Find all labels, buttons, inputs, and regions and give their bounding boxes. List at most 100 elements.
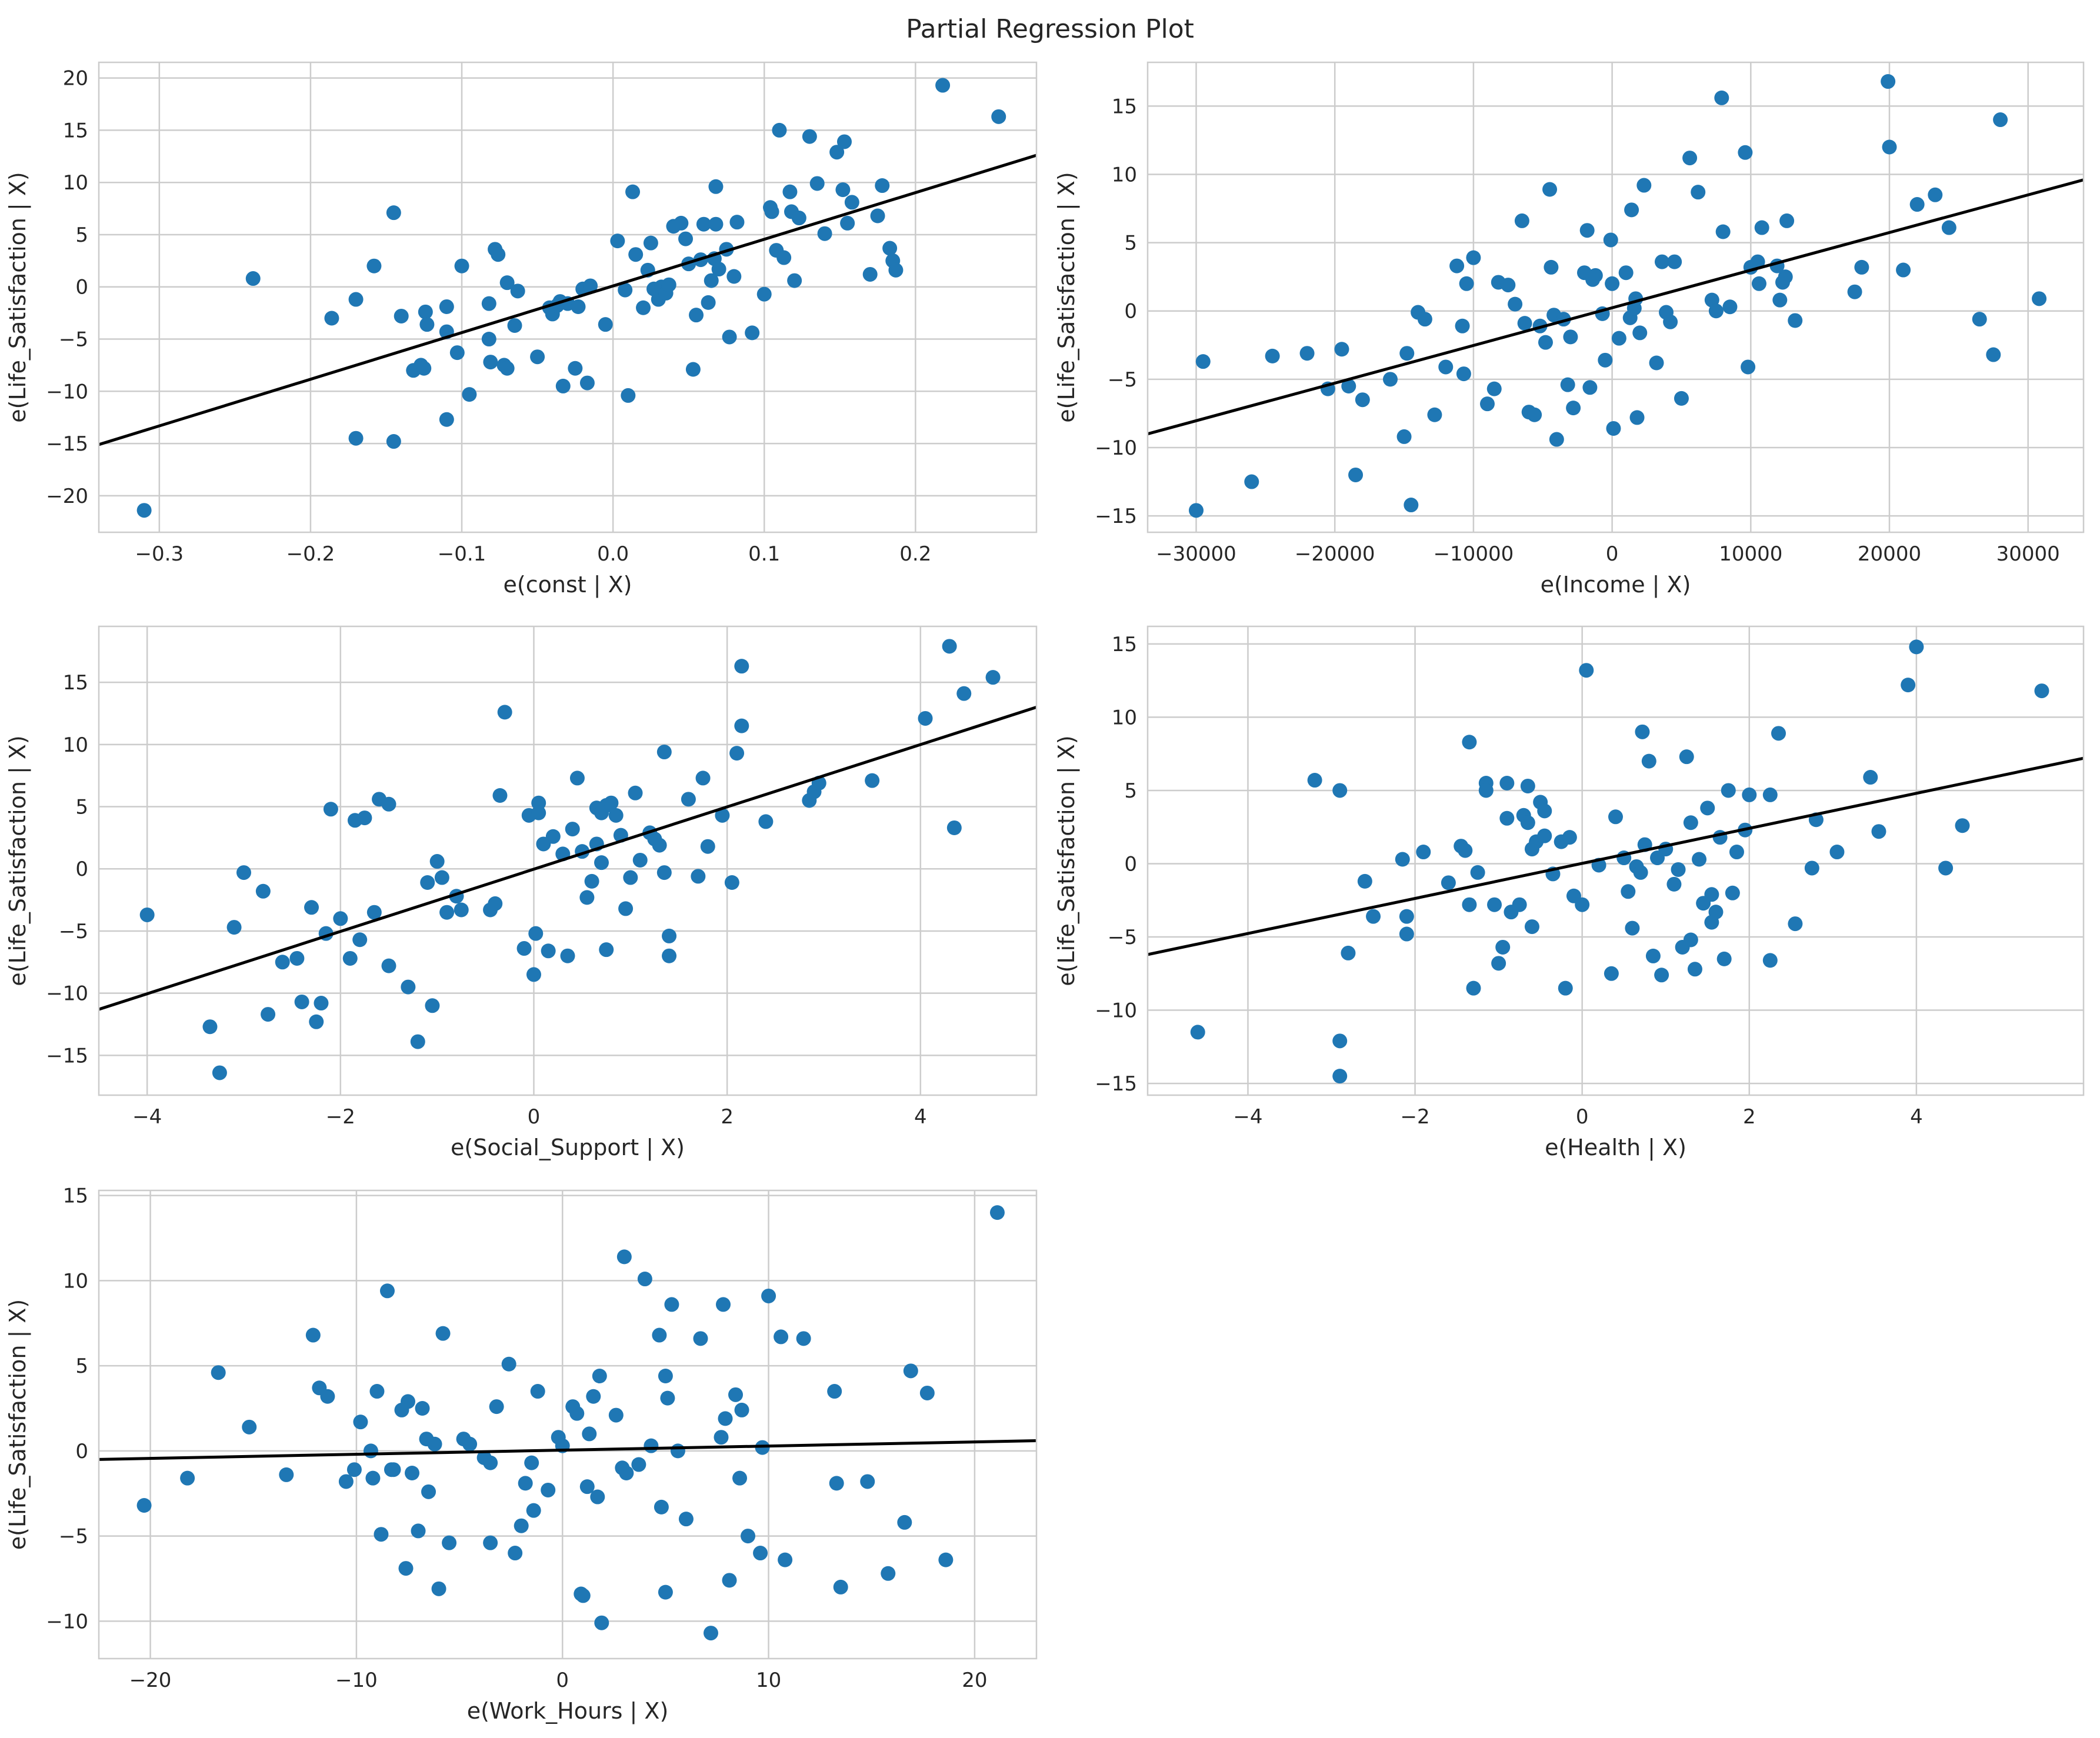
scatter-point — [320, 1389, 335, 1404]
subplot-work-hours: −20 −10 0 10 20 −10 −5 0 5 10 15 e(Work_Hours | X) e… — [5, 1185, 1038, 1724]
scatter-point — [1416, 845, 1431, 860]
x-tick-label: 0 — [1576, 1105, 1589, 1129]
scatter-point — [1520, 778, 1535, 793]
scatter-point — [946, 820, 962, 835]
scatter-point — [1404, 498, 1419, 513]
scatter-point — [1714, 90, 1729, 105]
scatter-point — [691, 869, 706, 884]
scatter-point — [1449, 258, 1465, 273]
scatter-point — [439, 905, 455, 920]
scatter-point — [1598, 352, 1613, 368]
scatter-point — [1244, 474, 1259, 489]
y-axis-label: e(Life_Satisfaction | X) — [5, 1299, 31, 1550]
scatter-point — [722, 1573, 737, 1588]
x-tick-label: −10000 — [1434, 542, 1514, 566]
scatter-point — [1558, 980, 1573, 996]
x-tick-label: 0.1 — [748, 542, 780, 566]
scatter-point — [1458, 843, 1473, 858]
scatter-point — [507, 318, 522, 333]
y-tick-label: 0 — [75, 858, 88, 881]
scatter-point — [584, 873, 599, 889]
y-tick-label: 0 — [75, 1440, 88, 1463]
scatter-point — [840, 215, 855, 231]
scatter-point — [1441, 875, 1456, 890]
scatter-point — [654, 1499, 669, 1515]
scatter-point — [802, 129, 817, 144]
scatter-point — [833, 1579, 848, 1594]
scatter-point — [942, 639, 957, 654]
scatter-point — [526, 967, 541, 982]
scatter-point — [1715, 224, 1731, 239]
scatter-point — [1491, 956, 1506, 971]
scatter-point — [1993, 112, 2008, 128]
scatter-point — [514, 1518, 529, 1533]
scatter-point — [449, 345, 465, 361]
scatter-point — [753, 1546, 768, 1561]
scatter-point — [442, 1535, 457, 1550]
scatter-point — [1645, 948, 1661, 963]
scatter-point — [774, 1329, 789, 1345]
scatter-point — [619, 1465, 634, 1480]
scatter-point — [658, 1584, 673, 1600]
scatter-point — [489, 1399, 504, 1415]
scatter-point — [427, 1436, 442, 1452]
scatter-point — [590, 1489, 605, 1505]
scatter-point — [809, 176, 825, 191]
scatter-point — [1366, 909, 1381, 924]
scatter-point — [1909, 197, 1925, 212]
scatter-point — [1195, 354, 1211, 369]
x-tick-label: −0.3 — [135, 542, 184, 566]
scatter-point — [761, 1288, 776, 1303]
scatter-point — [381, 958, 396, 973]
y-tick-label: −5 — [59, 1525, 88, 1549]
scatter-point — [579, 375, 595, 391]
scatter-point — [518, 1476, 533, 1491]
scatter-point — [689, 308, 704, 323]
regression-line — [1148, 178, 2084, 436]
scatter-point — [592, 1369, 607, 1384]
y-tick-label: 0 — [75, 276, 88, 299]
y-tick-label: −15 — [46, 1044, 88, 1068]
plot-frame — [98, 1189, 1038, 1660]
scatter-point — [1881, 74, 1896, 89]
scatter-point — [1520, 815, 1535, 830]
scatter-point — [829, 1476, 844, 1491]
y-tick-label: −5 — [59, 328, 88, 352]
scatter-point — [1674, 391, 1689, 406]
scatter-point — [678, 1512, 694, 1527]
scatter-point — [575, 1588, 591, 1603]
data-layer — [99, 78, 1036, 518]
x-tick-label: 0 — [556, 1669, 569, 1692]
scatter-point — [434, 870, 449, 885]
scatter-point — [1700, 800, 1715, 816]
x-tick-label: 0.0 — [597, 542, 629, 566]
scatter-point — [1563, 329, 1578, 345]
scatter-point — [1348, 467, 1364, 482]
scatter-point — [531, 805, 546, 820]
scatter-point — [734, 718, 749, 733]
scatter-point — [1588, 268, 1603, 283]
scatter-point — [1560, 377, 1575, 392]
scatter-point — [1751, 276, 1766, 291]
x-axis-label: e(Income | X) — [1541, 572, 1691, 598]
y-tick-label: 5 — [75, 223, 88, 247]
scatter-point — [324, 311, 339, 326]
scatter-point — [363, 1443, 378, 1459]
scatter-point — [342, 950, 358, 966]
scatter-point — [1501, 278, 1516, 293]
scatter-point — [991, 109, 1006, 124]
scatter-point — [1955, 818, 1970, 833]
scatter-point — [483, 355, 498, 370]
scatter-point — [398, 1561, 414, 1576]
scatter-point — [1654, 968, 1669, 983]
scatter-point — [1575, 897, 1590, 912]
scatter-point — [1896, 262, 1911, 278]
y-tick-label: −10 — [46, 1610, 88, 1633]
scatter-point — [1621, 884, 1636, 899]
scatter-point — [1687, 962, 1702, 977]
scatter-point — [726, 269, 742, 284]
scatter-point — [1725, 885, 1740, 900]
y-tick-label: 10 — [63, 1269, 88, 1293]
scatter-point — [1804, 860, 1819, 876]
x-axis-label: e(Health | X) — [1545, 1135, 1686, 1161]
